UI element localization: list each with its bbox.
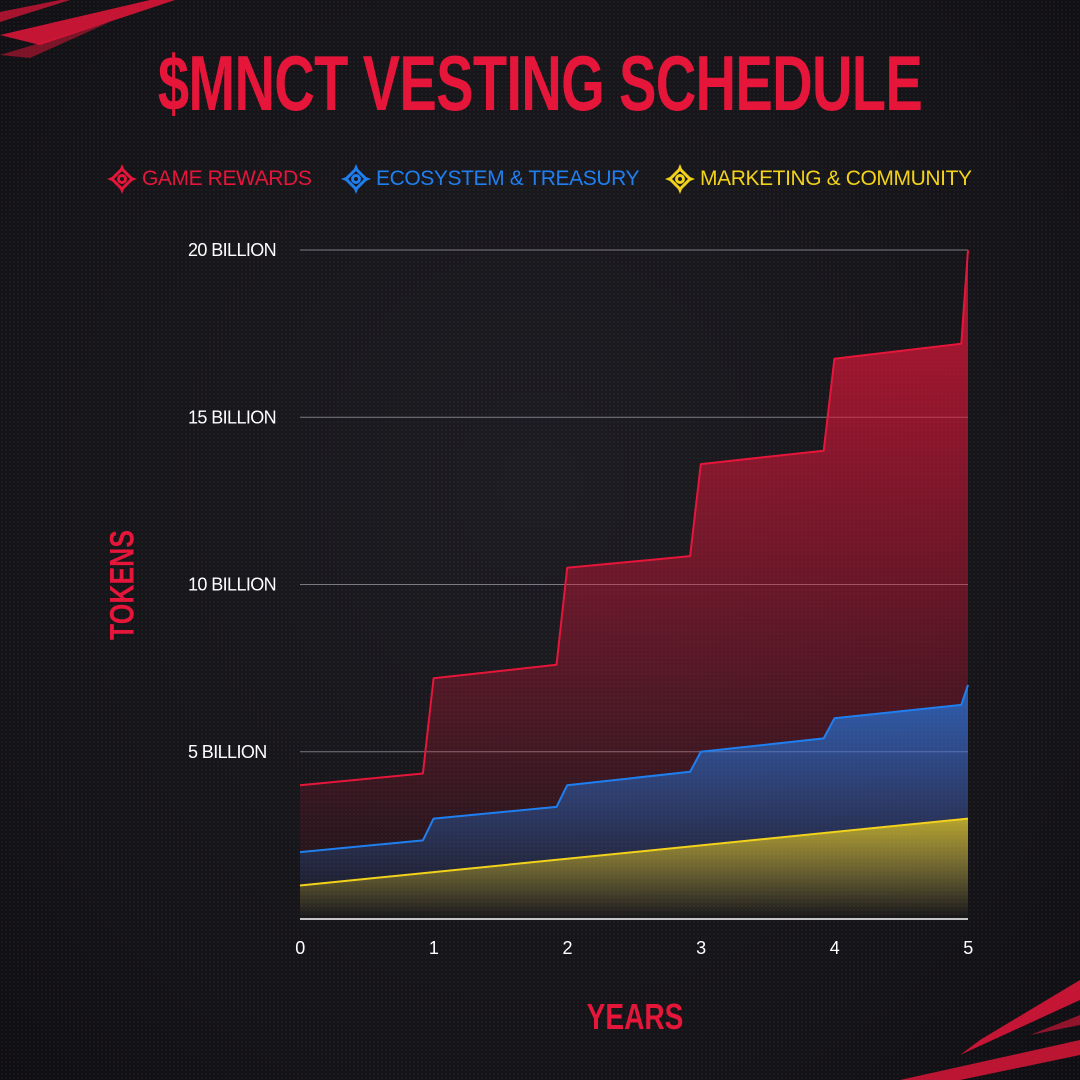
y-tick-label: 5 BILLION xyxy=(188,742,267,762)
x-axis-title: YEARS xyxy=(586,996,684,1037)
y-tick-label: 15 BILLION xyxy=(188,407,276,427)
x-tick-label: 2 xyxy=(562,938,572,958)
chart-title: $MNCT VESTING SCHEDULE xyxy=(157,39,923,127)
legend-label: MARKETING & COMMUNITY xyxy=(700,167,972,190)
x-tick-label: 1 xyxy=(429,938,439,958)
legend-label: GAME REWARDS xyxy=(142,167,312,190)
line-series-1 xyxy=(299,684,969,854)
x-tick-label: 3 xyxy=(696,938,706,958)
y-tick-label: 20 BILLION xyxy=(188,240,276,260)
legend-label: ECOSYSTEM & TREASURY xyxy=(376,167,640,190)
crosshair-icon xyxy=(341,164,371,194)
line-series-2 xyxy=(299,817,969,887)
x-tick-label: 0 xyxy=(295,938,305,958)
area-series-2 xyxy=(300,818,968,919)
crosshair-icon xyxy=(107,164,137,194)
x-tick-label: 4 xyxy=(830,938,840,958)
line-series-0 xyxy=(299,249,969,787)
legend-item-marketing-community: MARKETING & COMMUNITY xyxy=(664,164,972,194)
y-tick-label: 10 BILLION xyxy=(188,575,276,595)
legend-item-ecosystem-treasury: ECOSYSTEM & TREASURY xyxy=(340,164,640,194)
legend-item-game-rewards: GAME REWARDS xyxy=(106,164,312,194)
x-tick-label: 5 xyxy=(963,938,973,958)
crosshair-icon xyxy=(665,164,695,194)
